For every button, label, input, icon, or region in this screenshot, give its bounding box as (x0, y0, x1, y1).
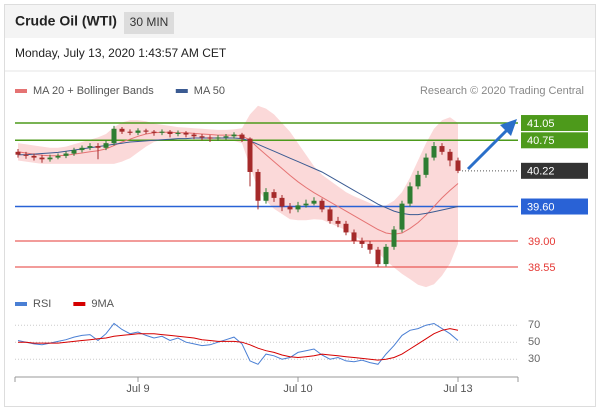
candle-body (159, 131, 165, 133)
date: Monday, July 13, 2020 1:43:57 AM CET (15, 46, 227, 60)
candle-body (255, 171, 261, 201)
candle-body (351, 232, 357, 242)
candle-body (375, 249, 381, 265)
candle-body (223, 136, 229, 138)
candle-body (47, 157, 53, 160)
candle-body (415, 174, 421, 187)
level-box (521, 132, 588, 149)
candle-body (263, 192, 269, 201)
level-box (521, 115, 588, 132)
candle-body (175, 132, 181, 134)
candle-body (287, 206, 293, 210)
candle-body (63, 153, 69, 156)
level-label: 39.60 (527, 201, 555, 213)
candle-body (127, 131, 133, 133)
candle-body (135, 130, 141, 133)
x-tick-label: Jul 10 (283, 383, 312, 395)
candle-body (359, 241, 365, 244)
candle-body (71, 150, 77, 154)
candle-body (199, 136, 205, 138)
candle-body (367, 243, 373, 250)
candle-body (439, 146, 445, 152)
candle-body (239, 134, 245, 139)
candle-body (103, 143, 109, 148)
rsi-line (18, 328, 459, 361)
ma-line (17, 131, 459, 235)
candle-body (151, 131, 157, 133)
candle-body (95, 146, 101, 148)
legend-swatch (15, 302, 27, 306)
source: Research © 2020 Trading Central (420, 85, 584, 97)
candle-body (191, 134, 197, 137)
y-tick-label: 30 (528, 353, 540, 365)
candle-body (143, 130, 149, 132)
candle-body (15, 151, 21, 155)
candle-body (319, 200, 325, 210)
legend-swatch (15, 89, 27, 93)
candle-body (271, 192, 277, 198)
candle-body (327, 209, 333, 221)
bollinger-band (18, 105, 458, 288)
candle-body (423, 157, 429, 175)
rsi-line (17, 322, 459, 365)
legend-label: RSI (33, 298, 51, 310)
title: Crude Oil (WTI) (15, 13, 117, 29)
candle-body (295, 205, 301, 210)
level-box (521, 198, 588, 215)
candle-body (399, 203, 405, 230)
x-tick-label: Jul 9 (126, 383, 149, 395)
y-tick-label: 50 (528, 336, 540, 348)
forecast-arrow (466, 127, 510, 171)
legend-swatch (73, 302, 86, 306)
level-box (521, 162, 588, 179)
candle-body (87, 146, 93, 148)
candle-body (447, 151, 453, 161)
level-label: 38.55 (528, 262, 556, 274)
candle-body (215, 137, 221, 139)
candle-body (279, 197, 285, 207)
candle-body (383, 246, 389, 265)
candle-body (183, 132, 189, 135)
candle-body (39, 157, 45, 160)
candle-body (247, 138, 253, 172)
candle-body (119, 128, 125, 132)
level-label: 41.05 (527, 118, 555, 130)
candle-body (311, 200, 317, 204)
candle-body (335, 220, 341, 224)
candle-body (455, 160, 461, 171)
candle-body (231, 134, 237, 137)
timeframe: 30 MIN (130, 15, 169, 29)
y-tick-label: 70 (528, 319, 540, 331)
candle-body (167, 131, 173, 134)
candle-body (31, 155, 37, 158)
candle-body (207, 137, 213, 139)
header-bar (5, 5, 595, 38)
candle-body (23, 154, 29, 156)
candle-body (303, 203, 309, 206)
level-label: 39.00 (528, 236, 556, 248)
level-label: 40.75 (527, 135, 555, 147)
candle-body (391, 229, 397, 247)
candle-body (79, 147, 85, 151)
candle-body (407, 186, 413, 204)
timeframe-box (124, 12, 174, 34)
candle-body (111, 128, 117, 144)
legend-label: MA 20 + Bollinger Bands (33, 85, 154, 97)
level-label: 40.22 (527, 166, 555, 178)
candle-body (431, 146, 437, 158)
legend-label: MA 50 (194, 85, 225, 97)
candle-body (343, 223, 349, 233)
legend-swatch (175, 89, 188, 93)
candle-body (55, 155, 61, 158)
legend-label: 9MA (91, 298, 114, 310)
forecast-arrow-head (500, 119, 517, 136)
x-tick-label: Jul 13 (443, 383, 472, 395)
